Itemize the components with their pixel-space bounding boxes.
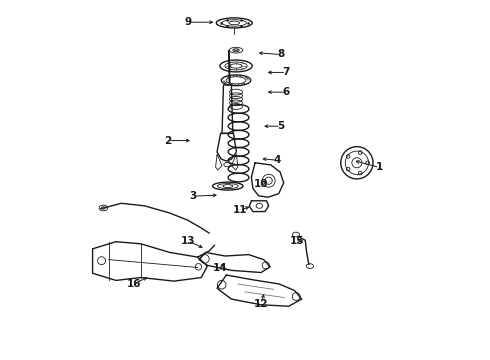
Text: 4: 4 <box>273 155 281 165</box>
Text: 1: 1 <box>376 162 383 172</box>
Text: 8: 8 <box>277 49 285 59</box>
Text: 3: 3 <box>189 191 196 201</box>
Text: 14: 14 <box>213 263 227 273</box>
Text: 2: 2 <box>164 136 171 145</box>
Text: 6: 6 <box>283 87 290 97</box>
Text: 9: 9 <box>184 17 191 27</box>
Text: 15: 15 <box>290 236 304 246</box>
Text: 12: 12 <box>254 299 269 309</box>
Text: 10: 10 <box>254 179 269 189</box>
Text: 16: 16 <box>126 279 141 289</box>
Text: 5: 5 <box>277 121 285 131</box>
Text: 7: 7 <box>283 67 290 77</box>
Text: 13: 13 <box>180 236 195 246</box>
Text: 11: 11 <box>232 206 247 216</box>
